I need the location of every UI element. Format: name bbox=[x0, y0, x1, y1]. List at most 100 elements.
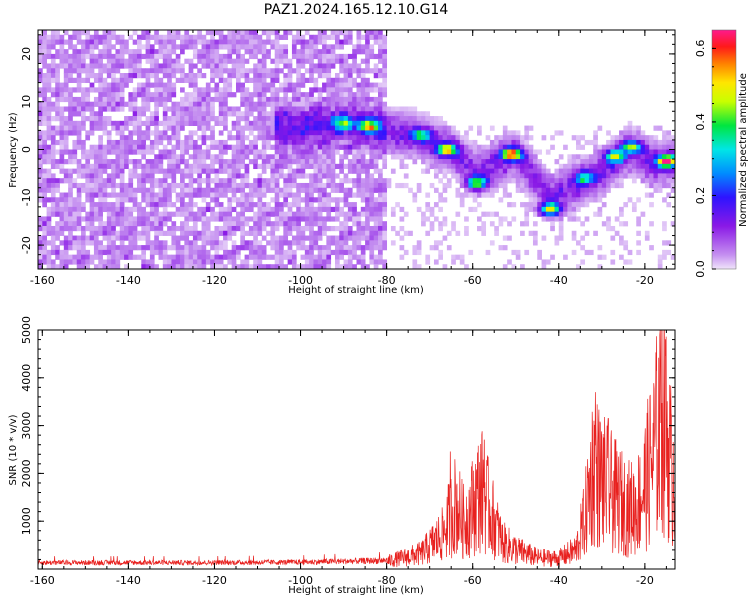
heatmap-cell bbox=[89, 259, 95, 265]
heatmap-cell bbox=[532, 197, 538, 203]
heatmap-cell bbox=[175, 111, 181, 117]
heatmap-cell bbox=[386, 182, 392, 189]
heatmap-cell bbox=[128, 211, 134, 217]
heatmap-cell bbox=[636, 144, 641, 150]
heatmap-cell bbox=[205, 144, 211, 150]
heatmap-cell bbox=[42, 116, 47, 122]
heatmap-cell bbox=[266, 178, 271, 184]
heatmap-cell bbox=[124, 254, 129, 260]
heatmap-cell bbox=[210, 230, 215, 236]
heatmap-cell bbox=[81, 58, 86, 64]
heatmap-cell bbox=[171, 30, 177, 36]
heatmap-cell bbox=[132, 58, 138, 64]
x-tick-label: -60 bbox=[464, 574, 482, 587]
heatmap-cell bbox=[55, 221, 60, 227]
heatmap-cell bbox=[63, 73, 69, 79]
heatmap-cell bbox=[42, 135, 47, 141]
heatmap-cell bbox=[390, 211, 396, 217]
heatmap-cell bbox=[343, 30, 349, 36]
heatmap-cell bbox=[119, 82, 125, 88]
heatmap-cell bbox=[369, 163, 375, 170]
heatmap-cell bbox=[360, 168, 366, 174]
heatmap-cell bbox=[98, 159, 103, 165]
heatmap-cell bbox=[442, 221, 448, 227]
heatmap-cell bbox=[102, 101, 108, 107]
heatmap-cell bbox=[188, 82, 194, 88]
heatmap-cell bbox=[76, 202, 82, 208]
heatmap-cell bbox=[128, 225, 134, 232]
heatmap-cell bbox=[378, 30, 383, 36]
heatmap-cell bbox=[657, 182, 663, 189]
heatmap-cell bbox=[218, 101, 224, 107]
heatmap-cell bbox=[197, 163, 202, 170]
heatmap-cell bbox=[446, 159, 452, 165]
heatmap-cell bbox=[175, 264, 181, 269]
heatmap-cell bbox=[85, 101, 91, 107]
heatmap-cell bbox=[111, 82, 116, 88]
heatmap-cell bbox=[81, 149, 86, 155]
heatmap-cell bbox=[382, 106, 388, 112]
heatmap-cell bbox=[266, 264, 271, 269]
heatmap-cell bbox=[124, 154, 129, 160]
heatmap-cell bbox=[494, 139, 499, 146]
heatmap-cell bbox=[326, 259, 332, 265]
heatmap-cell bbox=[235, 254, 241, 260]
heatmap-cell bbox=[416, 182, 422, 189]
heatmap-cell bbox=[287, 154, 293, 160]
heatmap-cell bbox=[167, 58, 172, 64]
heatmap-cell bbox=[274, 68, 280, 74]
heatmap-cell bbox=[563, 187, 568, 193]
heatmap-cell bbox=[149, 264, 155, 269]
heatmap-cell bbox=[597, 187, 603, 193]
heatmap-cell bbox=[545, 216, 551, 222]
heatmap-cell bbox=[395, 139, 400, 146]
heatmap-cell bbox=[300, 139, 306, 146]
heatmap-cell bbox=[244, 120, 250, 126]
heatmap-cell bbox=[106, 144, 112, 150]
heatmap-cell bbox=[76, 58, 82, 64]
heatmap-cell bbox=[597, 159, 603, 165]
heatmap-cell bbox=[115, 49, 121, 55]
heatmap-cell bbox=[610, 182, 616, 189]
heatmap-cell bbox=[59, 159, 65, 165]
heatmap-cell bbox=[438, 120, 443, 126]
heatmap-cell bbox=[81, 245, 86, 251]
heatmap-cell bbox=[111, 44, 116, 50]
heatmap-cell bbox=[38, 135, 43, 141]
heatmap-cell bbox=[111, 53, 116, 60]
heatmap-cell bbox=[356, 230, 362, 236]
heatmap-cell bbox=[274, 221, 280, 227]
heatmap-cell bbox=[287, 168, 293, 174]
heatmap-cell bbox=[386, 149, 392, 155]
heatmap-cell bbox=[98, 87, 103, 93]
heatmap-cell bbox=[214, 144, 220, 150]
heatmap-cell bbox=[554, 168, 560, 174]
heatmap-cell bbox=[347, 178, 353, 184]
heatmap-cell bbox=[545, 182, 551, 189]
heatmap-cell bbox=[279, 68, 284, 74]
heatmap-cell bbox=[180, 211, 185, 217]
heatmap-cell bbox=[653, 159, 659, 165]
heatmap-cell bbox=[472, 178, 478, 184]
heatmap-cell bbox=[511, 130, 517, 136]
heatmap-cell bbox=[313, 211, 319, 217]
heatmap-cell bbox=[304, 144, 310, 150]
heatmap-cell bbox=[279, 34, 284, 40]
heatmap-cell bbox=[477, 154, 482, 160]
heatmap-cell bbox=[438, 154, 443, 160]
heatmap-cell bbox=[248, 254, 254, 260]
heatmap-cell bbox=[563, 192, 568, 198]
heatmap-cell bbox=[171, 34, 177, 40]
heatmap-cell bbox=[649, 221, 654, 227]
heatmap-cell bbox=[81, 202, 86, 208]
heatmap-cell bbox=[76, 264, 82, 269]
heatmap-cell bbox=[46, 106, 52, 112]
heatmap-cell bbox=[382, 154, 388, 160]
heatmap-cell bbox=[46, 39, 52, 45]
heatmap-cell bbox=[214, 230, 220, 236]
heatmap-cell bbox=[167, 87, 172, 93]
heatmap-cell bbox=[171, 168, 177, 174]
heatmap-cell bbox=[494, 149, 499, 155]
heatmap-cell bbox=[567, 216, 573, 222]
heatmap-cell bbox=[322, 58, 327, 64]
